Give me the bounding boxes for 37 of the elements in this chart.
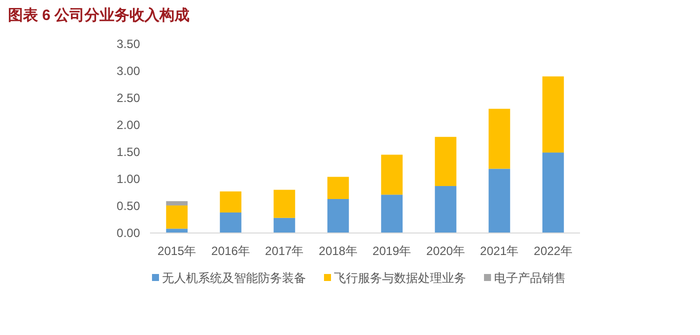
x-tick-label: 2016年 [211,244,250,258]
bar [220,191,242,212]
bar [327,176,349,199]
bar [542,76,564,153]
bar [381,194,403,233]
y-tick-label: 3.50 [116,37,140,51]
y-tick-label: 1.50 [116,145,140,159]
bar [434,186,456,233]
y-tick-label: 2.50 [116,91,140,105]
x-tick-label: 2017年 [265,244,304,258]
bar [488,168,510,233]
bar [542,152,564,233]
bar [166,205,188,229]
x-tick-label: 2021年 [480,244,519,258]
bar [274,218,296,233]
y-tick-label: 0.00 [116,226,140,240]
y-tick-label: 1.00 [116,172,140,186]
x-tick-label: 2022年 [534,244,572,258]
bar [166,201,188,206]
legend-label: 无人机系统及智能防务装备 [162,271,306,285]
x-tick-label: 2015年 [158,244,196,258]
bar [166,228,188,233]
y-tick-label: 3.00 [116,64,140,78]
x-tick-label: 2018年 [318,244,358,258]
y-tick-label: 2.00 [116,118,140,132]
bar [488,108,510,169]
x-tick-label: 2019年 [372,244,412,258]
legend-label: 电子产品销售 [494,271,566,285]
bar [220,212,242,233]
bar [434,136,456,186]
bar [327,198,349,233]
bar [381,154,403,195]
chart-title: 图表 6 公司分业务收入构成 [8,7,190,24]
x-tick-label: 2020年 [426,244,465,258]
legend-label: 飞行服务与数据处理业务 [334,271,466,285]
bar [274,190,296,218]
y-tick-label: 0.50 [116,199,140,213]
